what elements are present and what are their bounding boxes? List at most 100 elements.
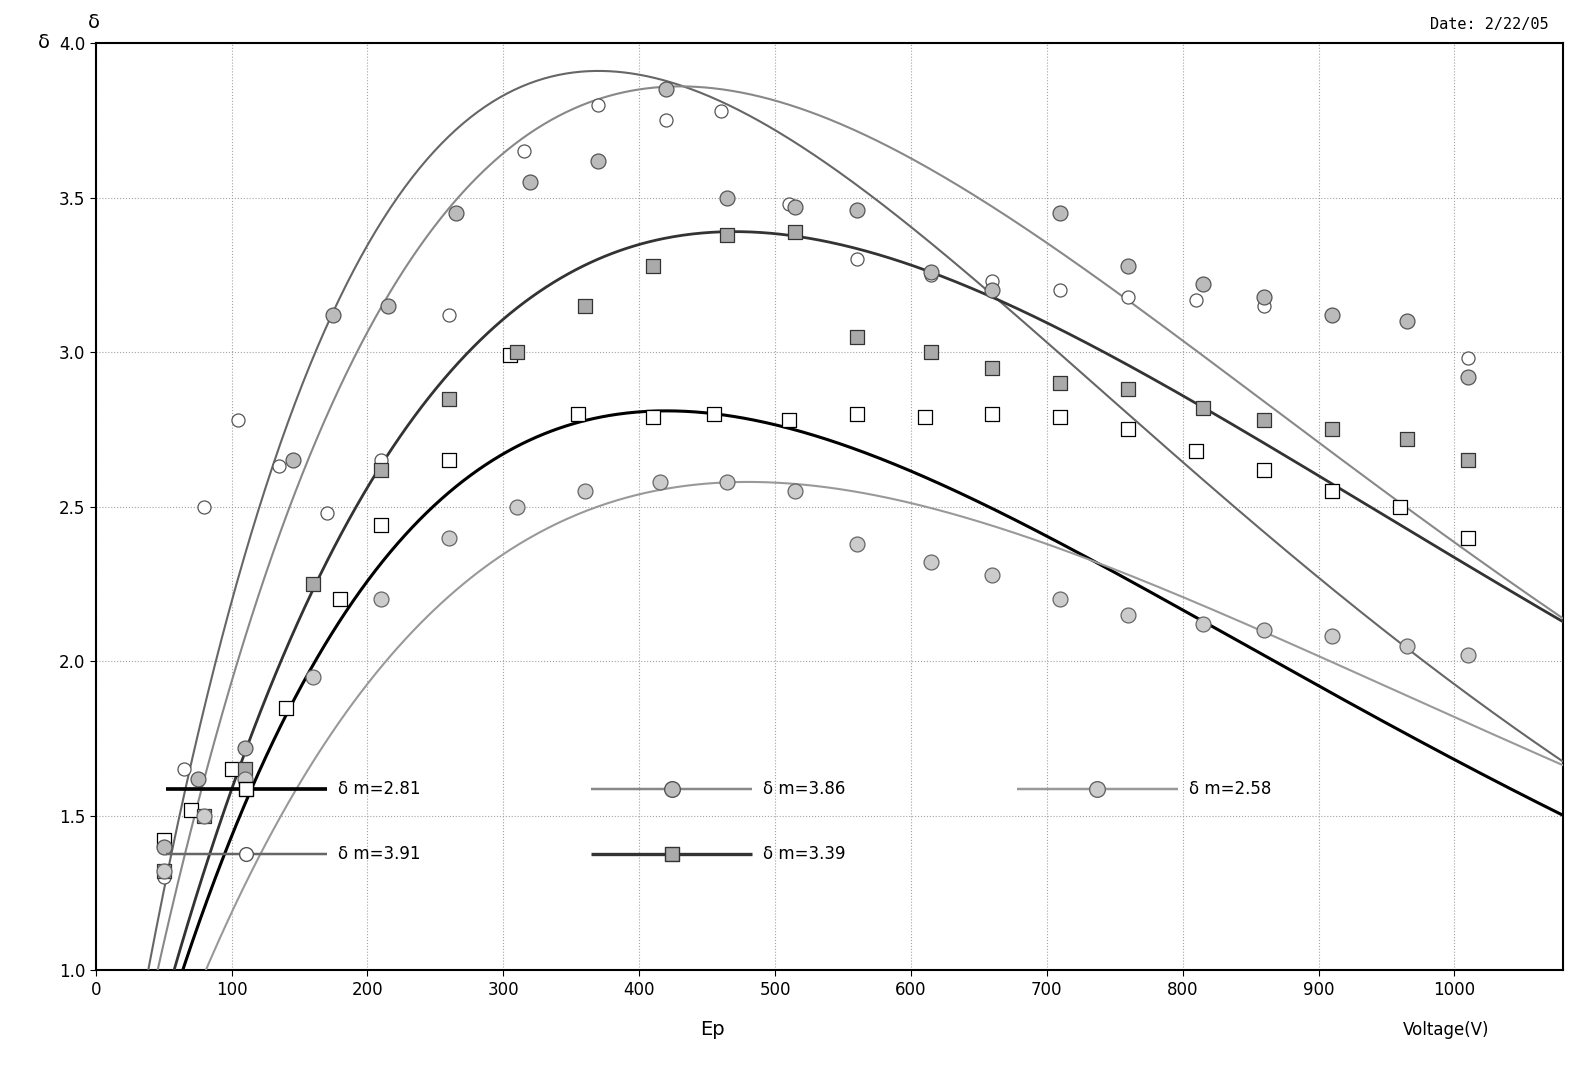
Point: [844, 251, 869, 268]
Point: [179, 801, 204, 818]
Text: δ m=2.81: δ m=2.81: [338, 780, 421, 799]
Y-axis label: δ: δ: [38, 33, 51, 53]
Point: [979, 566, 1005, 583]
Point: [435, 452, 461, 469]
Point: [1115, 606, 1140, 623]
Point: [1190, 276, 1215, 293]
Point: [585, 96, 611, 113]
Point: [233, 845, 258, 862]
Point: [1319, 483, 1345, 500]
Point: [659, 780, 684, 798]
Point: [1455, 529, 1480, 547]
Point: [775, 412, 801, 429]
Point: [979, 281, 1005, 299]
Point: [783, 198, 809, 216]
Point: [844, 405, 869, 423]
Point: [654, 112, 679, 129]
Point: [1048, 591, 1073, 608]
Point: [435, 529, 461, 547]
Point: [919, 266, 944, 284]
Point: [1455, 369, 1480, 386]
Point: [1252, 412, 1278, 429]
Point: [1048, 281, 1073, 299]
Point: [435, 306, 461, 323]
Text: δ m=3.91: δ m=3.91: [338, 845, 421, 863]
Point: [1183, 291, 1209, 308]
Point: [1455, 647, 1480, 664]
Point: [191, 807, 217, 825]
Point: [585, 152, 611, 169]
Point: [443, 205, 469, 222]
Point: [300, 576, 325, 593]
Point: [844, 202, 869, 219]
Point: [152, 862, 177, 880]
Point: [1048, 205, 1073, 222]
Point: [919, 263, 944, 280]
Point: [715, 189, 740, 206]
Point: [1394, 637, 1420, 654]
Point: [510, 142, 536, 160]
Point: [233, 740, 258, 757]
Point: [1190, 616, 1215, 633]
Point: [1319, 306, 1345, 323]
Point: [565, 405, 590, 423]
Point: [185, 770, 211, 787]
Point: [702, 405, 727, 423]
Point: [327, 591, 352, 608]
Point: [1115, 420, 1140, 438]
Point: [152, 838, 177, 855]
Point: [1252, 298, 1278, 315]
Point: [504, 344, 530, 361]
Point: [708, 102, 734, 120]
Point: [233, 761, 258, 778]
Point: [233, 770, 258, 787]
Point: [1319, 306, 1345, 323]
Point: [152, 862, 177, 880]
Text: δ m=3.39: δ m=3.39: [764, 845, 845, 863]
Point: [273, 699, 298, 716]
Point: [844, 535, 869, 552]
Point: [368, 452, 394, 469]
Text: Voltage(V): Voltage(V): [1402, 1021, 1490, 1039]
Text: Ep: Ep: [700, 1020, 724, 1039]
Point: [919, 344, 944, 361]
Point: [1319, 627, 1345, 645]
Point: [844, 328, 869, 345]
Point: [648, 473, 673, 490]
Point: [573, 483, 598, 500]
Point: [1048, 374, 1073, 391]
Point: [715, 226, 740, 244]
Point: [152, 832, 177, 849]
Point: [1394, 313, 1420, 330]
Point: [191, 807, 217, 825]
Point: [1252, 288, 1278, 305]
Point: [375, 298, 400, 315]
Point: [912, 409, 938, 426]
Point: [659, 845, 684, 862]
Point: [1115, 381, 1140, 398]
Point: [775, 195, 801, 212]
Point: [654, 81, 679, 98]
Point: [191, 498, 217, 515]
Point: [1252, 622, 1278, 639]
Point: [979, 273, 1005, 290]
Point: [498, 347, 523, 364]
Point: [435, 390, 461, 407]
Point: [783, 223, 809, 240]
Text: Date: 2/22/05: Date: 2/22/05: [1429, 17, 1549, 32]
Point: [518, 174, 544, 191]
Point: [1388, 498, 1413, 515]
Point: [225, 412, 250, 429]
Point: [1115, 257, 1140, 274]
Point: [368, 516, 394, 534]
Point: [783, 483, 809, 500]
Point: [219, 761, 244, 778]
Point: [640, 409, 665, 426]
Point: [1455, 452, 1480, 469]
Text: δ: δ: [88, 13, 100, 32]
Point: [314, 505, 340, 522]
Point: [152, 869, 177, 886]
Point: [266, 458, 292, 475]
Point: [1115, 288, 1140, 305]
Point: [1394, 313, 1420, 330]
